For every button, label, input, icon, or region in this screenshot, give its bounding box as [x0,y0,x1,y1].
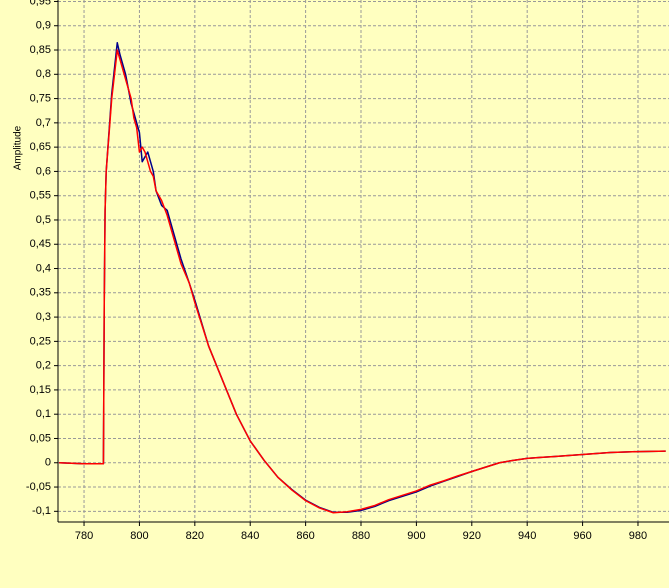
y-tick-label: 0,85 [30,44,51,56]
y-tick-label: 0,75 [30,92,51,104]
x-tick-label: 900 [407,530,425,542]
y-tick-label: 0,05 [30,432,51,444]
y-tick-label: 0,45 [30,238,51,250]
y-tick-label: 0,8 [36,68,51,80]
y-tick-label: 0,9 [36,20,51,32]
y-tick-label: 0,7 [36,117,51,129]
y-tick-label: 0,2 [36,360,51,372]
y-tick-label: 0,55 [30,190,51,202]
x-tick-label: 940 [518,530,536,542]
x-tick-label: 840 [241,530,259,542]
y-tick-label: 0,6 [36,165,51,177]
y-tick-label: 0,95 [30,0,51,7]
x-tick-label: 960 [573,530,591,542]
x-tick-label: 860 [296,530,314,542]
y-tick-label: 0,4 [36,262,51,274]
x-tick-label: 920 [463,530,481,542]
y-tick-label: 0,15 [30,384,51,396]
y-tick-label: 0,1 [36,408,51,420]
y-tick-label: 0,5 [36,214,51,226]
y-tick-label: -0,1 [32,505,51,517]
x-tick-label: 820 [186,530,204,542]
y-tick-label: -0,05 [26,481,51,493]
y-tick-label: 0 [45,457,51,469]
x-tick-label: 800 [130,530,148,542]
y-tick-label: 0,3 [36,311,51,323]
x-tick-label: 980 [629,530,647,542]
y-tick-label: 0,65 [30,141,51,153]
x-tick-label: 880 [352,530,370,542]
x-tick-label: 780 [75,530,93,542]
data-line [59,49,666,514]
y-tick-label: 0,35 [30,287,51,299]
y-tick-label: 0,25 [30,335,51,347]
y-axis-label: Amplitude [13,125,24,170]
